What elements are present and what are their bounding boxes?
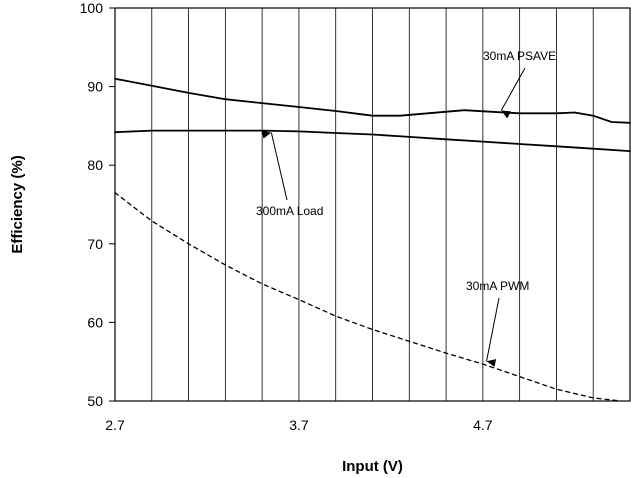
annotation-arrow-30ma-psave — [500, 67, 526, 119]
annotation-label-300ma-load: 300mA Load — [256, 204, 323, 218]
annotation-arrow-300ma-load — [261, 130, 288, 201]
annotation-label-30ma-psave: 30mA PSAVE — [483, 49, 556, 63]
x-tick-label: 4.7 — [473, 417, 493, 433]
y-axis-ticks: 50 60 70 80 90 100 — [80, 0, 115, 409]
plot-area-frame — [114, 7, 631, 402]
y-tick-label: 100 — [80, 0, 104, 16]
annotation-arrow-30ma-pwm — [486, 297, 500, 367]
y-tick-label: 90 — [87, 79, 103, 95]
x-tick-label: 2.7 — [105, 417, 125, 433]
annotation-label-30ma-pwm: 30mA PWM — [466, 279, 529, 293]
x-tick-label: 3.7 — [289, 417, 309, 433]
series-group — [114, 77, 631, 402]
y-tick-label: 50 — [87, 393, 103, 409]
x-axis-ticks: 2.7 3.7 4.7 — [105, 417, 493, 433]
series-line-300ma-load — [114, 129, 631, 153]
y-tick-label: 80 — [87, 157, 103, 173]
annotations: 30mA PSAVE 300mA Load 30mA PWM — [256, 49, 556, 367]
y-tick-label: 70 — [87, 236, 103, 252]
grid — [151, 8, 594, 401]
y-axis-title: Efficiency (%) — [9, 155, 26, 253]
series-line-30ma-pwm — [114, 192, 622, 402]
series-line-30ma-psave — [114, 77, 631, 124]
y-tick-label: 60 — [87, 314, 103, 330]
x-axis-title: Input (V) — [342, 458, 403, 475]
